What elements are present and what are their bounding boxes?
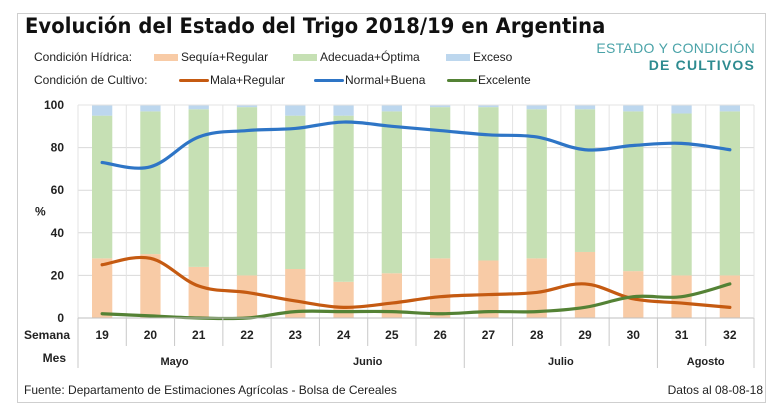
bar-segment-sequ-a-regular	[333, 281, 354, 318]
bar-segment-exceso	[478, 105, 499, 108]
bar-segment-adecuada-ptima	[236, 107, 258, 276]
x-tick-label: 24	[337, 328, 351, 342]
bar-segment-adecuada-ptima	[623, 111, 644, 272]
x-tick-label: 22	[240, 328, 254, 342]
bar-segment-exceso	[719, 105, 740, 112]
legend-line-mala	[179, 78, 209, 82]
bar-segment-exceso	[671, 105, 692, 114]
x-tick-label: 20	[144, 328, 158, 342]
bar-segment-exceso	[623, 105, 644, 112]
x-tick-label: 27	[482, 328, 496, 342]
bar-segment-sequ-a-regular	[285, 269, 306, 318]
y-tick-label: 0	[57, 311, 64, 325]
x-tick-label: 25	[385, 328, 399, 342]
legend-item-mala: Mala+Regular	[179, 73, 285, 87]
legend-text-sequia: Sequía+Regular	[181, 50, 269, 64]
logo-line2: DE CULTIVOS	[648, 57, 755, 73]
bar-segment-sequ-a-regular	[92, 258, 113, 318]
bar-segment-sequ-a-regular	[236, 275, 258, 318]
bar-segment-exceso	[285, 105, 306, 116]
bar-segment-adecuada-ptima	[188, 109, 209, 267]
bar-segment-adecuada-ptima	[719, 111, 740, 276]
bar-segment-sequ-a-regular	[623, 271, 644, 318]
footer-date: Datos al 08-08-18	[667, 383, 763, 397]
x-tick-label: 32	[723, 328, 737, 342]
x-tick-label: 29	[578, 328, 592, 342]
bar-segment-adecuada-ptima	[671, 113, 692, 276]
bar-segment-adecuada-ptima	[478, 107, 499, 261]
bar-segment-sequ-a-regular	[526, 258, 547, 318]
y-tick-label: 40	[51, 226, 65, 240]
bar-segment-exceso	[526, 105, 547, 110]
month-label: Mayo	[161, 356, 189, 368]
bar-segment-adecuada-ptima	[92, 115, 113, 259]
legend-crop-label: Condición de Cultivo:	[34, 73, 148, 87]
month-label: Junio	[353, 356, 383, 368]
bar-segment-exceso	[574, 105, 596, 110]
y-tick-label: 80	[51, 141, 65, 155]
bar-segment-exceso	[333, 105, 354, 116]
bar-segment-exceso	[188, 105, 209, 110]
legend-line-excelente	[447, 78, 477, 82]
y-axis-label: %	[35, 205, 46, 219]
x-tick-label: 30	[627, 328, 641, 342]
bar-segment-exceso	[140, 105, 161, 112]
legend-text-normal: Normal+Buena	[345, 73, 426, 87]
legend-item-adecuada: Adecuada+Óptima	[293, 50, 420, 64]
footer-source: Fuente: Departamento de Estimaciones Agr…	[24, 383, 397, 397]
bar-segment-sequ-a-regular	[478, 260, 499, 318]
x-tick-label: 31	[675, 328, 689, 342]
legend-item-excelente: Excelente	[447, 73, 531, 87]
bar-segment-adecuada-ptima	[526, 109, 547, 259]
logo-line1: ESTADO Y CONDICIÓN	[596, 40, 755, 56]
y-tick-label: 100	[44, 98, 64, 112]
legend-line-normal	[314, 78, 344, 82]
bar-segment-sequ-a-regular	[188, 266, 209, 318]
x-tick-label: 28	[530, 328, 544, 342]
legend-text-adecuada: Adecuada+Óptima	[320, 50, 420, 64]
legend-swatch-adecuada	[293, 53, 317, 61]
bar-segment-adecuada-ptima	[430, 107, 451, 259]
y-tick-label: 20	[51, 268, 65, 282]
legend-swatch-sequia	[154, 53, 178, 61]
x-tick-label: 26	[433, 328, 447, 342]
legend-item-exceso: Exceso	[446, 50, 512, 64]
bar-segment-adecuada-ptima	[333, 115, 354, 282]
x-tick-label: 23	[289, 328, 303, 342]
legend-hydric-label: Condición Hídrica:	[34, 50, 133, 64]
series-line-normal-buena	[100, 120, 732, 170]
month-label: Julio	[548, 356, 574, 368]
legend-item-sequia: Sequía+Regular	[154, 50, 268, 64]
y-tick-label: 60	[51, 183, 65, 197]
bar-segment-exceso	[381, 105, 402, 112]
legend-text-exceso: Exceso	[473, 50, 513, 64]
legend-item-normal: Normal+Buena	[314, 73, 425, 87]
bar-segment-adecuada-ptima	[285, 115, 306, 270]
bar-segment-exceso	[430, 105, 451, 108]
bar-segment-adecuada-ptima	[574, 109, 596, 252]
x-tick-label: 21	[192, 328, 206, 342]
bar-segment-exceso	[236, 105, 258, 108]
bar-segment-sequ-a-regular	[430, 258, 451, 318]
legend-text-excelente: Excelente	[478, 73, 531, 87]
chart-title: Evolución del Estado del Trigo 2018/19 e…	[25, 14, 606, 38]
month-label: Agosto	[687, 356, 725, 368]
bar-segment-adecuada-ptima	[381, 111, 402, 274]
legend-text-mala: Mala+Regular	[210, 73, 286, 87]
bar-segment-sequ-a-regular	[140, 254, 161, 318]
bar-segment-sequ-a-regular	[381, 273, 402, 318]
x-tick-label: 19	[95, 328, 109, 342]
week-row-label: Semana	[24, 328, 70, 342]
bar-segment-adecuada-ptima	[140, 111, 161, 255]
bar-segment-sequ-a-regular	[719, 275, 740, 318]
bar-segment-exceso	[92, 105, 113, 116]
legend-swatch-exceso	[446, 53, 470, 61]
month-row-label: Mes	[43, 351, 67, 365]
